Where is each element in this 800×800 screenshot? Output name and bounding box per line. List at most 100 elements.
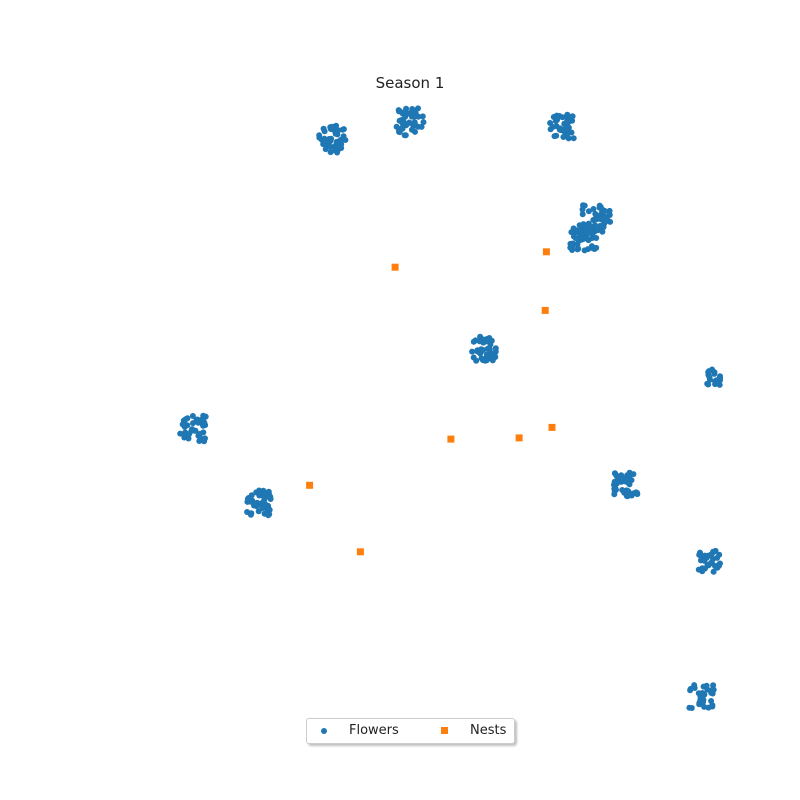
flower-point	[189, 413, 196, 419]
flower-point	[574, 246, 581, 253]
flower-point	[414, 113, 421, 120]
nest-point	[306, 481, 314, 489]
flower-point	[202, 422, 209, 429]
nests-marker-icon	[441, 727, 448, 734]
flower-point	[264, 493, 271, 500]
flower-point	[709, 690, 716, 697]
flower-point	[612, 471, 619, 478]
flower-point	[488, 337, 495, 344]
flower-point	[592, 227, 599, 233]
flower-point	[711, 370, 718, 377]
flower-point	[340, 126, 347, 133]
flower-point	[251, 501, 258, 508]
flower-point	[177, 430, 184, 437]
flower-point	[316, 132, 323, 139]
flower-point	[709, 703, 716, 710]
flower-point	[556, 126, 563, 133]
flower-point	[632, 489, 639, 496]
flower-point	[482, 357, 489, 364]
flower-point	[710, 548, 717, 555]
flower-point	[712, 381, 719, 388]
flower-point	[489, 357, 496, 364]
flower-point	[334, 149, 341, 156]
flower-point	[189, 426, 196, 433]
flower-point	[551, 133, 558, 140]
nest-point	[542, 248, 550, 256]
flower-point	[333, 138, 340, 145]
nest-point	[447, 435, 455, 443]
flower-point	[579, 206, 586, 213]
flower-point	[195, 419, 202, 426]
flower-point	[265, 512, 272, 519]
flower-point	[399, 125, 406, 132]
flower-point	[563, 131, 570, 138]
flower-point	[255, 489, 262, 496]
flower-point	[340, 133, 347, 140]
flower-point	[328, 135, 335, 142]
flower-point	[247, 511, 254, 518]
flower-point	[697, 693, 704, 700]
flower-point	[605, 217, 612, 224]
flower-point	[469, 348, 476, 355]
flower-point	[559, 114, 566, 121]
flower-point	[699, 567, 706, 574]
flower-point	[624, 490, 631, 497]
flower-point	[611, 491, 618, 498]
flower-point	[554, 115, 561, 121]
flower-point	[696, 701, 703, 708]
flower-point	[688, 705, 695, 711]
flower-point	[710, 568, 717, 575]
flower-point	[321, 128, 328, 135]
flower-point	[396, 108, 402, 115]
flower-point	[589, 233, 596, 240]
flower-point	[611, 478, 618, 485]
nest-point	[391, 263, 399, 271]
flower-point	[409, 106, 416, 112]
flower-point	[687, 685, 694, 692]
legend-item-nests: Nests	[441, 723, 506, 738]
flower-point	[476, 350, 483, 357]
nest-point	[548, 423, 556, 431]
flower-point	[470, 354, 477, 361]
flower-point	[329, 123, 336, 130]
nest-point	[356, 548, 364, 556]
flower-point	[185, 435, 192, 442]
flower-point	[490, 352, 496, 359]
flower-point	[402, 132, 409, 139]
flower-point	[476, 338, 483, 345]
flower-point	[568, 242, 575, 249]
flower-point	[592, 210, 599, 217]
flowers-series	[177, 105, 723, 711]
flower-point	[601, 208, 608, 215]
flower-point	[565, 124, 572, 131]
flower-point	[266, 506, 273, 513]
flower-point	[196, 438, 203, 444]
nest-point	[541, 306, 549, 314]
legend-label-flowers: Flowers	[349, 723, 399, 738]
flower-point	[182, 429, 189, 436]
flower-point	[585, 208, 592, 215]
flower-point	[567, 115, 574, 122]
flower-point	[484, 345, 491, 352]
flower-point	[248, 492, 255, 499]
flower-point	[327, 143, 334, 150]
flower-point	[619, 487, 626, 493]
flower-point	[419, 113, 426, 120]
flower-point	[710, 556, 716, 562]
flower-point	[599, 228, 606, 235]
flower-point	[570, 225, 577, 232]
legend-item-flowers: Flowers	[321, 723, 399, 738]
flower-point	[612, 485, 619, 492]
flower-point	[570, 135, 577, 142]
flower-point	[630, 471, 637, 478]
flowers-marker-icon	[321, 727, 327, 734]
flower-point	[709, 686, 716, 693]
flower-point	[597, 216, 604, 223]
flower-point	[420, 119, 427, 126]
chart-title: Season 1	[376, 74, 445, 92]
flower-point	[202, 435, 208, 442]
flower-point	[706, 374, 713, 381]
flower-point	[244, 495, 251, 502]
flower-point	[697, 549, 703, 556]
